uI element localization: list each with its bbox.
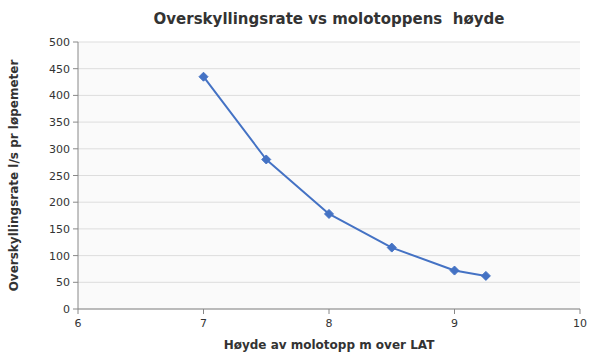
grid-line — [78, 68, 580, 69]
marker — [450, 266, 459, 275]
grid-line — [78, 122, 580, 123]
x-tick — [580, 309, 581, 314]
y-tick — [73, 42, 78, 43]
y-tick-label: 300 — [49, 143, 70, 156]
x-axis-label: Høyde av molotopp m over LAT — [224, 338, 436, 352]
y-tick — [73, 309, 78, 310]
y-tick-label: 200 — [49, 196, 70, 209]
plot-area — [78, 42, 580, 309]
x-tick — [329, 309, 330, 314]
x-tick — [78, 309, 79, 314]
marker — [387, 243, 396, 252]
y-tick — [73, 255, 78, 256]
y-tick-label: 350 — [49, 116, 70, 129]
marker — [199, 72, 208, 81]
grid-line — [78, 148, 580, 149]
y-tick — [73, 95, 78, 96]
x-tick-label: 9 — [451, 317, 458, 330]
marker — [481, 271, 490, 280]
y-tick — [73, 68, 78, 69]
chart: 0 50 100 150 200 250 300 350 400 450 500 6 7 8 9 10 Over… — [0, 0, 602, 361]
y-tick-label: 50 — [56, 276, 70, 289]
title: Overskyllingsrate vs molotoppens høyde — [154, 10, 505, 28]
grid-line — [78, 228, 580, 229]
x-tick-label: 10 — [573, 317, 587, 330]
y-tick — [73, 175, 78, 176]
x-tick — [203, 309, 204, 314]
y-tick — [73, 202, 78, 203]
grid-line — [78, 95, 580, 96]
grid-line — [78, 255, 580, 256]
y-tick — [73, 228, 78, 229]
y-tick-label: 400 — [49, 89, 70, 102]
x-tick-label: 7 — [200, 317, 207, 330]
x-tick-label: 8 — [326, 317, 333, 330]
x-axis-line — [78, 309, 580, 310]
marker — [325, 209, 334, 218]
y-tick — [73, 122, 78, 123]
grid-line — [78, 175, 580, 176]
chart-container: 0 50 100 150 200 250 300 350 400 450 500 6 7 8 9 10 Over… — [0, 0, 602, 361]
y-tick-label: 450 — [49, 63, 70, 76]
x-tick-label: 6 — [75, 317, 82, 330]
y-tick-label: 500 — [49, 36, 70, 49]
y-tick-label: 150 — [49, 223, 70, 236]
grid-line — [78, 282, 580, 283]
y-tick-label: 250 — [49, 170, 70, 183]
x-tick — [454, 309, 455, 314]
line — [204, 77, 486, 276]
y-tick — [73, 282, 78, 283]
y-tick-label: 100 — [49, 250, 70, 263]
y-tick — [73, 148, 78, 149]
grid-line — [78, 202, 580, 203]
marker — [262, 155, 271, 164]
y-tick-label: 0 — [63, 303, 70, 316]
y-axis-line — [78, 42, 79, 309]
grid-line — [78, 309, 580, 310]
series — [199, 72, 490, 280]
y-axis-label: Overskyllingsrate l/s pr løpemeter — [7, 60, 21, 292]
grid-line — [78, 42, 580, 43]
